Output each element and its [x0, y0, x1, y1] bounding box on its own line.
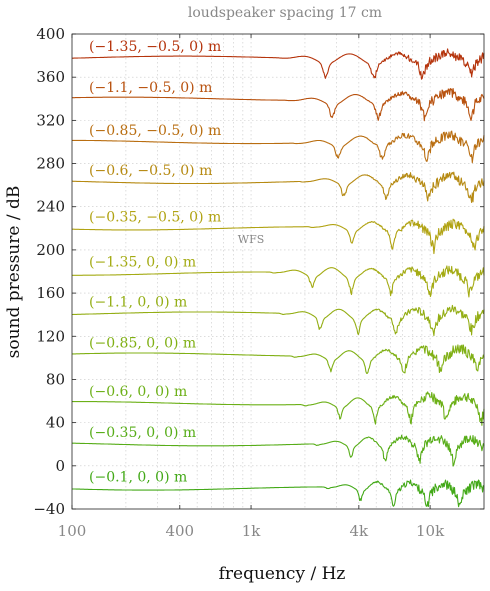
series-label: (−0.1, 0, 0) m [89, 469, 187, 485]
wfs-annotation: WFS [238, 233, 264, 246]
y-axis-label: sound pressure / dB [4, 186, 24, 359]
series-label: (−0.35, −0.5, 0) m [89, 209, 221, 225]
series-line [72, 88, 485, 122]
series-labels: (−1.35, −0.5, 0) m (−1.1, −0.5, 0) m (−0.8… [89, 39, 221, 486]
series-line [72, 265, 485, 298]
y-tick-label: 400 [36, 25, 65, 43]
series-line [72, 434, 485, 467]
y-tick-label: 200 [36, 241, 65, 259]
grid [72, 34, 484, 509]
series-label: (−0.35, 0, 0) m [89, 425, 196, 441]
x-tick-label: 100 [58, 522, 87, 540]
chart-title: loudspeaker spacing 17 cm [188, 5, 382, 21]
x-axis-label: frequency / Hz [219, 564, 346, 584]
series-line [72, 130, 485, 164]
series-line [72, 479, 485, 508]
x-tick-label: 400 [165, 522, 194, 540]
plot-frame [71, 33, 485, 510]
y-tick-label: 40 [46, 414, 65, 432]
y-tick-label: 280 [36, 155, 65, 173]
series-label: (−1.35, −0.5, 0) m [89, 39, 221, 55]
series-label: (−0.6, −0.5, 0) m [89, 163, 212, 179]
y-tick-label: 240 [36, 198, 65, 216]
y-tick-label: −40 [33, 500, 65, 518]
series-line [72, 304, 485, 337]
y-tick-label: 360 [36, 68, 65, 86]
series-label: (−0.85, 0, 0) m [89, 336, 196, 352]
y-tick-label: 320 [36, 111, 65, 129]
series-label: (−1.1, −0.5, 0) m [89, 80, 212, 96]
series-label: (−0.6, 0, 0) m [89, 384, 187, 400]
series-line [72, 218, 485, 255]
series-line [72, 48, 485, 80]
y-tick-label: 160 [36, 284, 65, 302]
x-tick-label: 1k [242, 522, 262, 540]
x-tick-label: 10k [416, 522, 445, 540]
series-line [72, 344, 485, 374]
y-tick-label: 80 [46, 370, 65, 388]
series-label: (−1.1, 0, 0) m [89, 295, 187, 311]
series-label: (−0.85, −0.5, 0) m [89, 123, 221, 139]
series-curves [72, 48, 485, 508]
y-tick-label: 0 [55, 457, 65, 475]
series-label: (−1.35, 0, 0) m [89, 255, 196, 271]
x-tick-label: 4k [350, 522, 370, 540]
series-line [72, 171, 485, 203]
series-line [72, 391, 485, 426]
y-tick-label: 120 [36, 327, 65, 345]
